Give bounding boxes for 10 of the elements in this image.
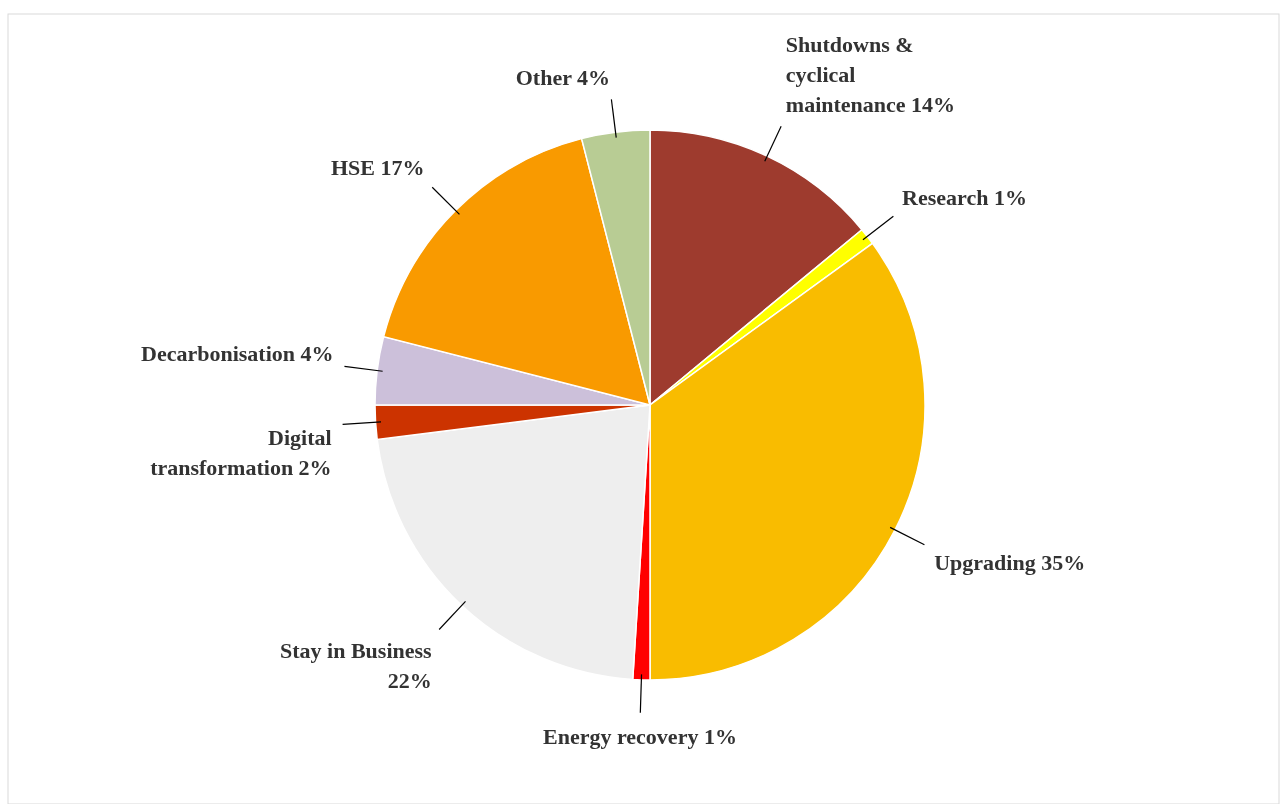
slice-label: Decarbonisation 4% — [141, 341, 334, 367]
slice-label: Stay in Business — [280, 637, 433, 663]
slice-label: Shutdowns & cyclical maintenance 14% — [785, 32, 956, 118]
slice-label: Digital transformation 2% — [150, 425, 332, 481]
slice-label: Energy recovery 1% — [543, 723, 737, 749]
data-label: 22% — [387, 667, 432, 693]
slice-label: Other 4% — [515, 64, 611, 90]
slice-label: Upgrading 35% — [934, 549, 1086, 575]
slice-label: HSE 17% — [330, 155, 425, 181]
slice-label: Research 1% — [902, 185, 1027, 211]
